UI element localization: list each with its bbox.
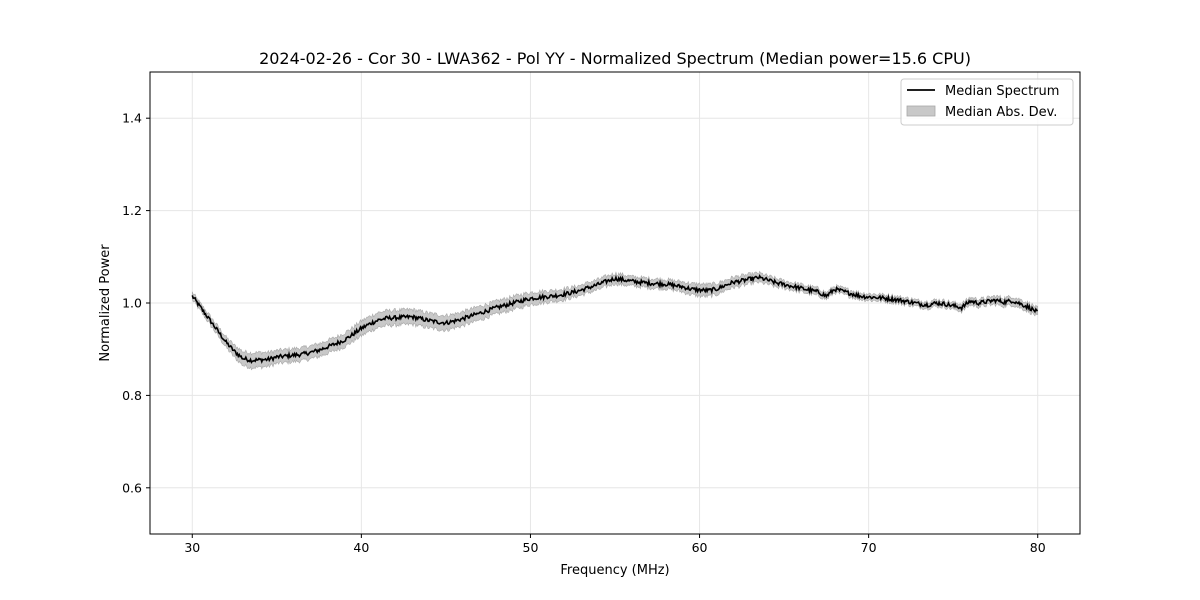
legend-label-median-abs-dev: Median Abs. Dev. bbox=[945, 105, 1057, 120]
y-tick-label: 0.8 bbox=[122, 388, 142, 403]
x-tick-label: 80 bbox=[1030, 540, 1046, 555]
median-spectrum-line bbox=[191, 274, 1038, 365]
y-tick-label: 0.6 bbox=[122, 480, 142, 495]
x-tick-label: 60 bbox=[692, 540, 708, 555]
x-tick-label: 50 bbox=[523, 540, 539, 555]
y-tick-label: 1.4 bbox=[122, 111, 142, 126]
y-axis-label: Normalized Power bbox=[98, 244, 113, 362]
legend-band-swatch bbox=[906, 105, 936, 117]
y-tick-label: 1.0 bbox=[122, 296, 142, 311]
y-tick-label: 1.2 bbox=[122, 203, 142, 218]
chart-title: 2024-02-26 - Cor 30 - LWA362 - Pol YY - … bbox=[259, 49, 971, 68]
x-axis-label: Frequency (MHz) bbox=[560, 563, 669, 578]
x-tick-label: 40 bbox=[353, 540, 369, 555]
legend: Median Spectrum Median Abs. Dev. bbox=[900, 78, 1074, 126]
x-tick-label: 70 bbox=[861, 540, 877, 555]
median-abs-dev-band bbox=[191, 270, 1039, 371]
y-axis: 0.6 0.8 1.0 1.2 1.4 bbox=[122, 111, 150, 495]
legend-box bbox=[900, 78, 1074, 126]
x-axis: 30 40 50 60 70 80 bbox=[184, 534, 1046, 555]
x-tick-label: 30 bbox=[184, 540, 200, 555]
legend-label-median-spectrum: Median Spectrum bbox=[945, 84, 1059, 99]
